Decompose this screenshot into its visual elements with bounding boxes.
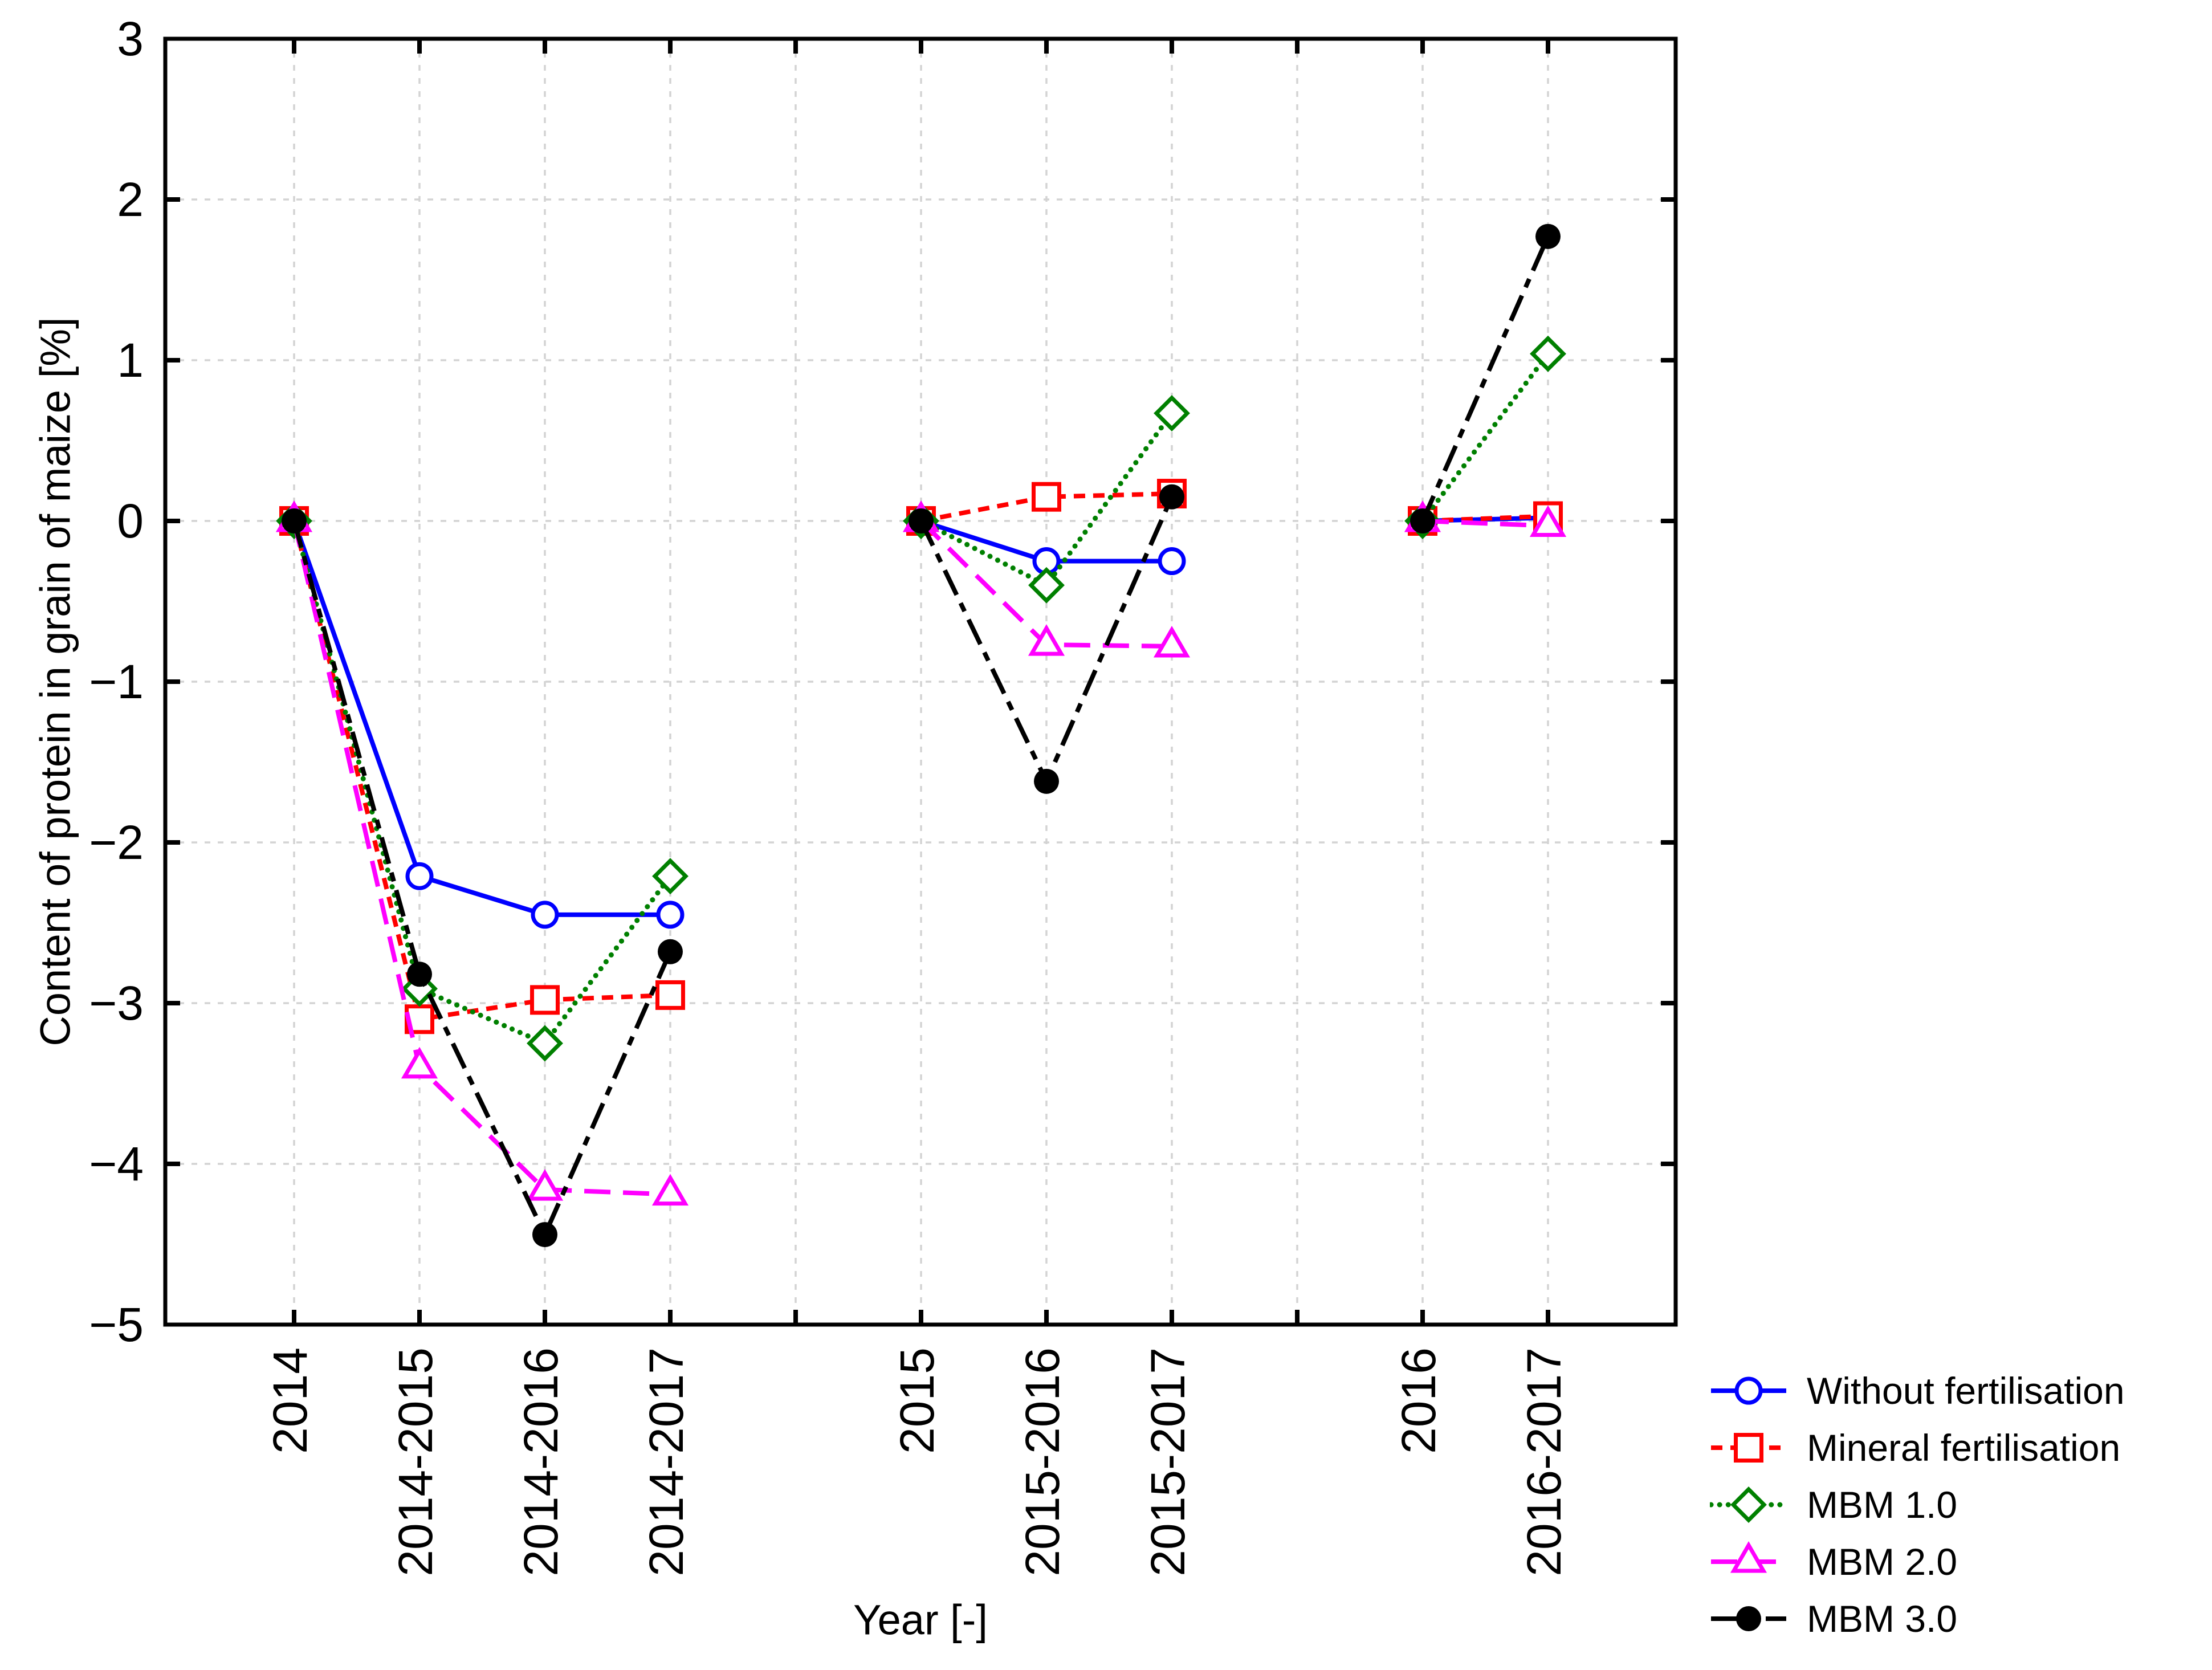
series-line — [292, 520, 670, 917]
marker-circle-open — [656, 901, 685, 929]
marker-circle-filled — [1034, 768, 1059, 794]
marker-square-open — [530, 985, 560, 1015]
marker-circle-filled — [1535, 223, 1561, 249]
legend-label: Without fertilisation — [1807, 1370, 2125, 1412]
legend-item: MBM 2.0 — [1710, 1533, 2125, 1590]
legend-swatch-mbm-3-0 — [1711, 1606, 1786, 1631]
y-tick-label: 0 — [117, 494, 144, 548]
marker-triangle-open — [401, 1046, 438, 1079]
marker-diamond-open — [1530, 335, 1566, 372]
legend: Without fertilisation Mineral fertilisat… — [1710, 1362, 2125, 1647]
legend-swatch-without-fertilisation — [1711, 1376, 1786, 1405]
x-tick-label: 2016-2017 — [1517, 1347, 1571, 1577]
y-axis-title: Content of protein in grain of maize [%] — [31, 317, 79, 1046]
marker-diamond-open — [1154, 395, 1190, 432]
series-line — [292, 520, 673, 1240]
marker-triangle-open — [1153, 625, 1191, 658]
legend-item: MBM 3.0 — [1710, 1590, 2125, 1647]
y-tick-label: 2 — [117, 173, 144, 226]
series-line — [292, 520, 671, 1022]
x-tick-labels: 2014 2014-2015 2014-2016 2014-2017 2015 2015-… — [263, 1347, 1571, 1577]
x-axis-title: Year [-] — [853, 1596, 988, 1644]
y-tick-label: 3 — [117, 12, 144, 66]
y-tick-label: −4 — [89, 1137, 144, 1191]
x-tick-label: 2014-2015 — [389, 1347, 442, 1577]
marker-triangle-open — [1529, 505, 1567, 537]
legend-label: Mineral fertilisation — [1807, 1427, 2121, 1469]
series-line — [920, 491, 1172, 523]
x-tick-label: 2015 — [890, 1347, 944, 1454]
x-tick-label: 2014-2016 — [514, 1347, 568, 1577]
series-line — [918, 410, 1175, 589]
legend-swatch-mbm-1-0 — [1710, 1486, 1787, 1523]
marker-square-open — [655, 980, 685, 1010]
marker-circle-open — [405, 862, 434, 890]
x-tick-label: 2015-2016 — [1016, 1347, 1069, 1577]
marker-circle-filled — [658, 939, 683, 964]
y-tick-label: −2 — [89, 816, 144, 869]
series-line — [1420, 235, 1550, 522]
marker-circle-filled — [532, 1222, 557, 1248]
legend-label: MBM 1.0 — [1807, 1484, 1958, 1526]
marker-circle-filled — [1159, 484, 1184, 510]
series-without-fertilisation — [280, 503, 1562, 929]
x-tick-label: 2014 — [263, 1347, 317, 1454]
y-tick-label: 1 — [117, 333, 144, 387]
y-tick-labels: 3 2 1 0 −1 −2 −3 −4 −5 — [89, 12, 144, 1351]
legend-item: Mineral fertilisation — [1710, 1419, 2125, 1476]
series-mbm-3-0 — [282, 223, 1561, 1248]
marker-triangle-open — [651, 1174, 689, 1206]
marker-circle-open — [1158, 547, 1186, 575]
series-line — [291, 518, 673, 1047]
marker-circle-open — [531, 901, 559, 929]
series-line — [1420, 351, 1551, 524]
marker-diamond-open — [1730, 1486, 1767, 1523]
legend-swatch-mbm-2-0 — [1711, 1541, 1786, 1573]
marker-circle-filled — [909, 508, 934, 533]
marker-triangle-open — [1028, 624, 1065, 656]
marker-diamond-open — [652, 858, 689, 895]
marker-triangle-open — [1730, 1541, 1767, 1573]
legend-label: MBM 2.0 — [1807, 1541, 1958, 1583]
legend-item: Without fertilisation — [1710, 1362, 2125, 1419]
gridlines — [165, 39, 1676, 1325]
x-tick-label: 2016 — [1392, 1347, 1445, 1454]
x-tick-label: 2014-2017 — [639, 1347, 693, 1577]
series-line — [1422, 519, 1549, 528]
series-line — [292, 520, 671, 1197]
marker-circle-filled — [282, 508, 307, 533]
y-tick-label: −5 — [89, 1298, 144, 1351]
marker-circle-filled — [1736, 1606, 1761, 1631]
y-tick-label: −3 — [89, 976, 144, 1030]
marker-square-open — [1032, 482, 1061, 512]
legend-swatch-mineral-fertilisation — [1711, 1433, 1786, 1463]
marker-circle-filled — [407, 962, 432, 987]
marker-triangle-open — [526, 1169, 564, 1201]
y-tick-label: −1 — [89, 655, 144, 708]
legend-label: MBM 3.0 — [1807, 1598, 1958, 1640]
marker-circle-filled — [1410, 508, 1435, 533]
legend-item: MBM 1.0 — [1710, 1476, 2125, 1533]
marker-square-open — [1734, 1433, 1763, 1463]
axis-ticks — [165, 39, 1676, 1325]
marker-circle-open — [1734, 1376, 1763, 1405]
marker-diamond-open — [527, 1025, 563, 1062]
marker-diamond-open — [1028, 567, 1065, 604]
x-tick-label: 2015-2017 — [1141, 1347, 1195, 1577]
